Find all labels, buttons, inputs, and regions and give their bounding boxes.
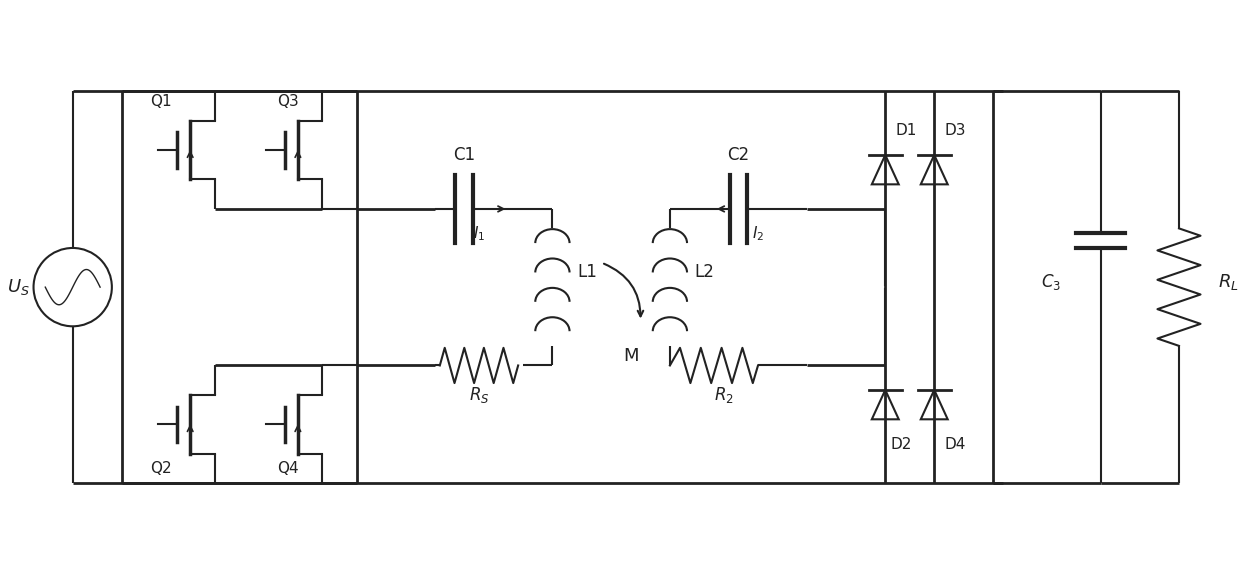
Text: $C_3$: $C_3$ [1042,272,1061,292]
Text: C1: C1 [454,146,475,164]
Text: $R_L$: $R_L$ [1218,272,1239,292]
Text: C2: C2 [728,146,749,164]
Text: $R_2$: $R_2$ [714,384,734,404]
Text: D3: D3 [944,123,966,139]
Text: D4: D4 [944,437,966,451]
Text: Q1: Q1 [150,94,171,109]
Text: $I_2$: $I_2$ [751,224,764,243]
Text: D1: D1 [895,123,916,139]
Text: $U_S$: $U_S$ [7,277,30,297]
Text: Q2: Q2 [150,461,171,476]
Text: D2: D2 [890,437,911,451]
Text: M: M [622,346,639,365]
Text: L2: L2 [694,264,714,281]
Text: $I_1$: $I_1$ [472,224,485,243]
Text: $R_S$: $R_S$ [469,384,490,404]
Text: Q3: Q3 [278,94,299,109]
Text: Q4: Q4 [278,461,299,476]
Text: L1: L1 [577,264,596,281]
